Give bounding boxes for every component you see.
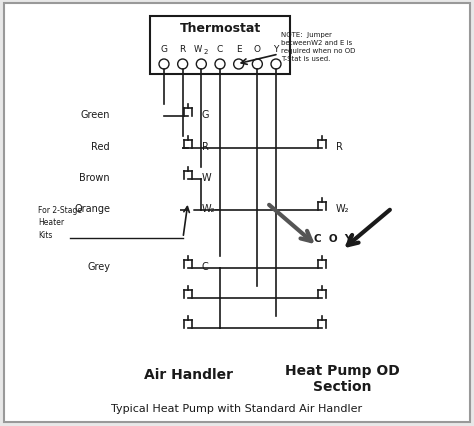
- Text: W: W: [202, 173, 211, 183]
- Text: W₂: W₂: [336, 204, 349, 213]
- Text: NOTE:  Jumper
betweenW2 and E is
required when no OD
T-Stat is used.: NOTE: Jumper betweenW2 and E is required…: [281, 32, 355, 62]
- Circle shape: [234, 60, 244, 70]
- Text: Heat Pump OD
Section: Heat Pump OD Section: [284, 363, 400, 393]
- Text: Grey: Grey: [87, 262, 110, 271]
- Circle shape: [215, 60, 225, 70]
- Circle shape: [196, 60, 206, 70]
- Circle shape: [159, 60, 169, 70]
- Text: C: C: [217, 44, 223, 53]
- Text: R: R: [202, 142, 209, 152]
- Text: R: R: [180, 44, 186, 53]
- Text: W: W: [194, 44, 202, 53]
- Text: Typical Heat Pump with Standard Air Handler: Typical Heat Pump with Standard Air Hand…: [111, 403, 363, 413]
- Bar: [150, 17, 290, 75]
- Text: E: E: [236, 44, 241, 53]
- Text: O: O: [254, 44, 261, 53]
- Text: G: G: [202, 110, 210, 120]
- Circle shape: [178, 60, 188, 70]
- Text: Brown: Brown: [79, 173, 110, 183]
- Circle shape: [271, 60, 281, 70]
- Text: G: G: [161, 44, 167, 53]
- Text: Y: Y: [273, 44, 279, 53]
- Text: 2: 2: [203, 49, 208, 55]
- Text: C  O  Y: C O Y: [314, 233, 352, 243]
- Text: C: C: [202, 262, 209, 271]
- Text: Air Handler: Air Handler: [144, 367, 233, 381]
- Text: Red: Red: [91, 142, 110, 152]
- Text: Orange: Orange: [74, 204, 110, 213]
- Text: R: R: [336, 142, 343, 152]
- Text: For 2-Stage
Heater
Kits: For 2-Stage Heater Kits: [38, 205, 82, 239]
- Text: Green: Green: [81, 110, 110, 120]
- Text: W₂–: W₂–: [202, 204, 220, 213]
- Circle shape: [252, 60, 262, 70]
- Text: Thermostat: Thermostat: [179, 23, 261, 35]
